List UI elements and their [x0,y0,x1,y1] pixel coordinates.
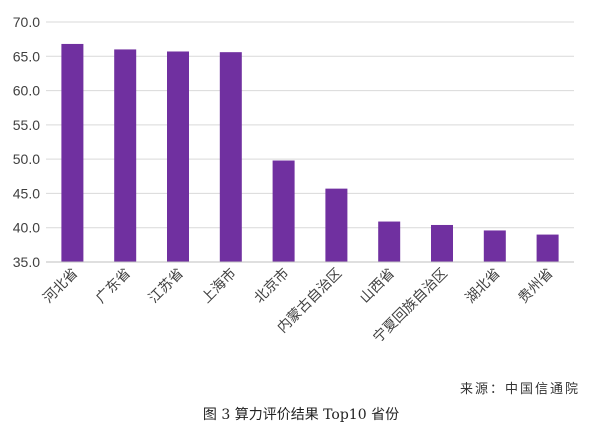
y-tick-label: 65.0 [13,48,40,64]
bar [378,221,401,262]
y-tick-label: 50.0 [13,151,40,167]
x-tick-label: 江苏省 [146,266,187,307]
bar [114,49,137,262]
y-tick-label: 35.0 [13,254,40,270]
y-axis-ticks: 35.0 40.0 45.0 50.0 55.0 60.0 65.0 70.0 [13,14,40,270]
x-tick-label: 上海市 [198,265,240,307]
bar [325,188,348,262]
x-tick-label: 河北省 [40,266,81,307]
y-tick-label: 45.0 [13,185,40,201]
y-tick-label: 60.0 [13,83,40,99]
x-tick-label: 广东省 [93,266,134,307]
y-tick-label: 55.0 [13,117,40,133]
y-tick-label: 70.0 [13,14,40,30]
bar [483,230,506,262]
bar [536,234,559,262]
bar [219,52,242,262]
figure-caption: 图 3 算力评价结果 Top10 省份 [202,407,400,423]
bar [272,160,295,262]
bar [431,224,453,262]
x-tick-label: 山西省 [357,266,398,307]
x-tick-label: 贵州省 [515,266,556,307]
bar [61,43,84,262]
x-tick-label: 湖北省 [463,266,504,307]
y-tick-label: 40.0 [13,220,40,236]
bars [61,43,559,262]
bar-chart: 35.0 40.0 45.0 50.0 55.0 60.0 65.0 70.0 河北省 广东省江… [13,14,574,346]
source-note: 来源：中国信通院 [459,382,580,397]
x-tick-label: 北京市 [251,265,293,307]
bar [167,51,189,262]
